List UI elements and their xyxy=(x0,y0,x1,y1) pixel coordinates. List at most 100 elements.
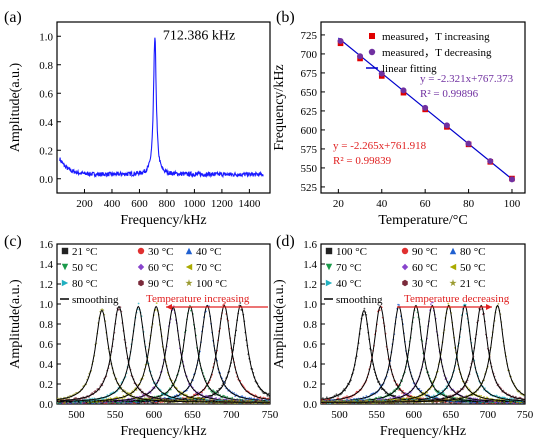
data-point-decreasing xyxy=(443,122,450,129)
legend-label: 50 °C xyxy=(460,262,486,274)
x-tick-label: 200 xyxy=(76,198,93,210)
data-point-decreasing xyxy=(400,87,407,94)
x-tick-label: 800 xyxy=(159,198,176,210)
legend-marker xyxy=(401,247,409,255)
panel-label: (c) xyxy=(4,233,22,250)
y-tick-label: 1.0 xyxy=(303,299,317,311)
y-axis-label: Frequency/kHz xyxy=(272,64,287,150)
panel-label: (d) xyxy=(276,233,295,250)
data-point-decreasing xyxy=(465,140,472,147)
x-tick-label: 1000 xyxy=(183,198,206,210)
data-point-decreasing xyxy=(487,158,494,165)
x-tick-label: 650 xyxy=(443,409,460,421)
y-tick-label: 675 xyxy=(301,68,318,80)
panel-label: (b) xyxy=(276,9,295,26)
fit-equation-increasing: y = -2.265x+761.918 xyxy=(333,140,427,152)
legend-marker xyxy=(61,279,69,287)
legend-label: 80 °C xyxy=(460,246,486,258)
legend-marker xyxy=(449,279,457,287)
smoothing-line xyxy=(57,305,270,403)
plot-frame xyxy=(56,21,271,194)
legend-marker xyxy=(138,279,144,287)
y-tick-label: 0.0 xyxy=(39,174,53,186)
direction-arrowhead xyxy=(166,304,172,310)
x-tick-label: 600 xyxy=(146,409,163,421)
x-tick-label: 1200 xyxy=(211,198,234,210)
legend-label: linear fitting xyxy=(382,63,437,75)
measured-points xyxy=(57,305,270,404)
legend-label: smoothing xyxy=(72,294,119,306)
legend-marker xyxy=(185,247,193,255)
x-tick-label: 700 xyxy=(223,409,240,421)
smoothing-line xyxy=(57,309,270,403)
y-tick-label: 0.8 xyxy=(39,60,53,72)
x-tick-label: 700 xyxy=(480,409,497,421)
direction-label: Temperature decreasing xyxy=(404,293,510,305)
fit-equation-decreasing: y = -2.321x+767.373 xyxy=(420,73,514,85)
x-tick-label: 20 xyxy=(333,198,345,210)
direction-label: Temperature increasing xyxy=(146,293,250,305)
legend-label: 50 °C xyxy=(72,262,98,274)
legend-marker xyxy=(401,263,409,271)
measured-points xyxy=(57,302,270,404)
legend-marker xyxy=(325,247,333,255)
data-point-decreasing xyxy=(378,70,385,77)
legend-label: 30 °C xyxy=(148,246,174,258)
legend-marker xyxy=(325,279,333,287)
x-axis-label: Frequency/kHz xyxy=(380,424,466,439)
y-tick-label: 0.4 xyxy=(39,359,53,371)
panel-label: (a) xyxy=(4,9,22,26)
fit-r2-decreasing: R² = 0.99896 xyxy=(420,88,479,100)
y-tick-label: 0.6 xyxy=(39,88,53,100)
legend-label: measured，T increasing xyxy=(382,31,490,43)
legend-marker xyxy=(137,263,145,271)
legend-label: 70 °C xyxy=(196,262,222,274)
panel-b: (b) 20 40 60 80 100 525 550 575 600 625 650 675 700 72… xyxy=(272,9,526,228)
resonance-curves xyxy=(321,301,525,404)
data-point-decreasing xyxy=(508,176,515,183)
y-tick-label: 0.8 xyxy=(303,319,317,331)
y-tick-label: 0.4 xyxy=(303,359,317,371)
x-tick-label: 40 xyxy=(376,198,388,210)
legend-label: 80 °C xyxy=(72,278,98,290)
y-tick-label: 575 xyxy=(301,144,318,156)
legend-label: 100 °C xyxy=(336,246,367,258)
legend-label: 90 °C xyxy=(412,246,438,258)
panel-c: (c) 500 550 600 650 700 750 0.0 0.2 0.4 0.6 0.8 1.0 1… xyxy=(4,233,279,439)
x-tick-label: 500 xyxy=(331,409,348,421)
x-axis-label: Frequency/kHz xyxy=(120,213,206,228)
x-axis-label: Temperature/°C xyxy=(378,213,467,228)
x-tick-label: 80 xyxy=(463,198,475,210)
smoothing-line xyxy=(57,305,270,403)
y-tick-label: 0.8 xyxy=(39,319,53,331)
x-tick-label: 500 xyxy=(68,409,85,421)
x-tick-label: 60 xyxy=(420,198,432,210)
legend-label: measured，T decreasing xyxy=(382,47,492,59)
legend-label: 90 °C xyxy=(148,278,174,290)
y-tick-label: 1.0 xyxy=(39,299,53,311)
y-tick-label: 525 xyxy=(301,182,318,194)
x-tick-label: 550 xyxy=(107,409,124,421)
y-tick-label: 1.6 xyxy=(303,239,317,251)
y-axis-label: Amplitude(a.u.) xyxy=(8,62,23,152)
resonance-curves xyxy=(57,301,270,404)
legend-label: 40 °C xyxy=(336,278,362,290)
y-tick-label: 0.2 xyxy=(39,379,53,391)
legend-marker xyxy=(449,263,457,271)
smoothing-line xyxy=(57,305,270,403)
legend-marker xyxy=(61,263,69,271)
data-point-decreasing xyxy=(357,53,364,60)
legend-label: 40 °C xyxy=(196,246,222,258)
y-tick-label: 1.6 xyxy=(39,239,53,251)
data-point-decreasing xyxy=(422,104,429,111)
measured-points xyxy=(321,307,525,404)
x-tick-label: 100 xyxy=(504,198,521,210)
y-tick-label: 1.2 xyxy=(303,279,317,291)
y-tick-label: 0.6 xyxy=(303,339,317,351)
legend-label: 70 °C xyxy=(336,262,362,274)
y-tick-label: 0.0 xyxy=(303,399,317,411)
legend-marker xyxy=(402,279,408,287)
fit-r2-increasing: R² = 0.99839 xyxy=(333,155,392,167)
measured-points xyxy=(57,302,270,404)
legend-marker xyxy=(325,263,333,271)
